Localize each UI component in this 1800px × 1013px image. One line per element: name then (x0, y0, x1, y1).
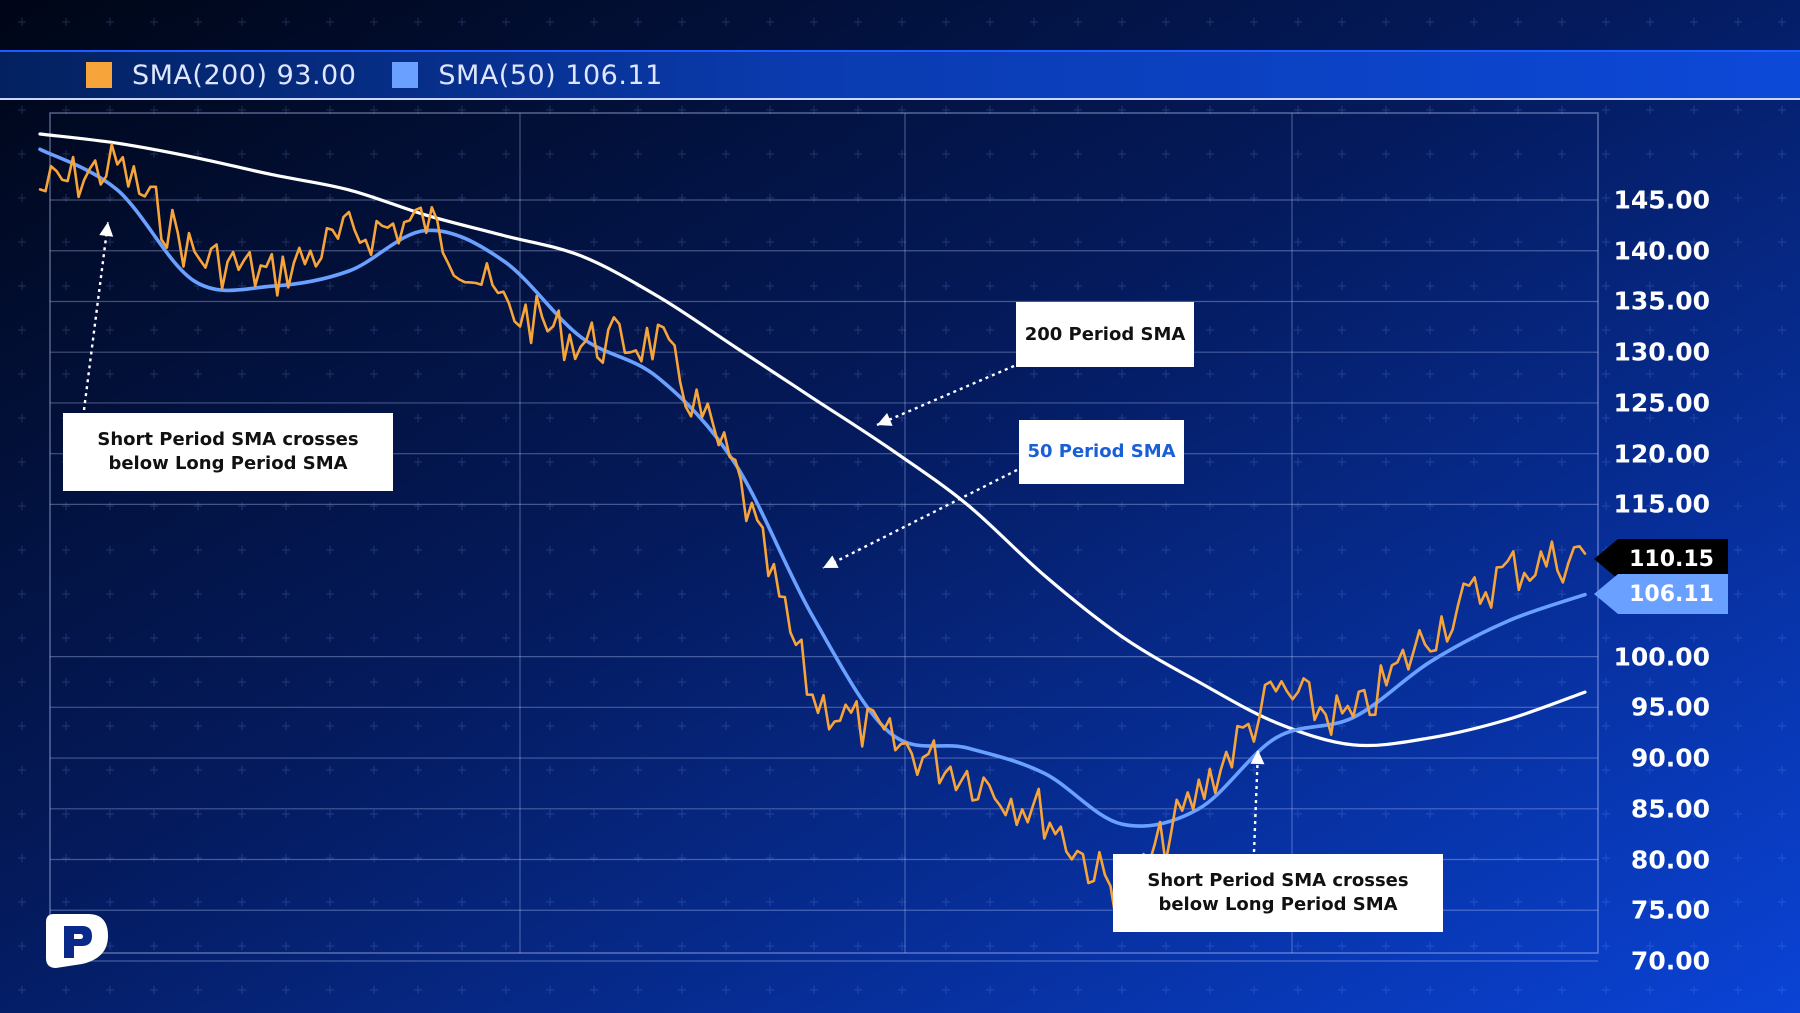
callout-sma200-text: 200 Period SMA (1024, 323, 1186, 345)
y-tick-label: 100.00 (1613, 642, 1710, 672)
callout-left-cross-text: Short Period SMA crosses below Long Peri… (97, 429, 359, 474)
callout-sma200: 200 Period SMA (1016, 302, 1194, 367)
y-tick-label: 90.00 (1630, 743, 1710, 773)
y-tick-label: 145.00 (1613, 185, 1710, 215)
legend-item-sma50: SMA(50) 106.11 (392, 60, 662, 91)
arrowhead (1250, 750, 1265, 765)
grid (50, 113, 1598, 962)
legend-swatch-sma200 (86, 62, 112, 88)
arrow-left-cross (82, 221, 114, 411)
arrow-sma200 (876, 364, 1015, 427)
callout-sma50: 50 Period SMA (1019, 420, 1184, 484)
y-tick-label: 115.00 (1613, 489, 1710, 519)
y-tick-label: 70.00 (1630, 946, 1710, 976)
arrow-right-cross (1250, 749, 1265, 853)
arrow-layer (82, 221, 1265, 853)
pepperstone-p-logo-icon (46, 914, 108, 968)
legend-label-sma50: SMA(50) 106.11 (438, 59, 663, 91)
sma50-line (38, 147, 1587, 828)
y-tick-label: 130.00 (1613, 337, 1710, 367)
series-layer (38, 132, 1587, 921)
sma200-line (38, 132, 1587, 748)
y-tick-label: 120.00 (1613, 439, 1710, 469)
legend-label-sma200: SMA(200) 93.00 (132, 59, 357, 91)
price-line (38, 143, 1587, 921)
legend-swatch-sma50 (392, 62, 419, 88)
price-tag-sma50-label: 106.11 (1629, 581, 1714, 607)
arrowhead (877, 413, 893, 426)
price-tag-last-label: 110.15 (1629, 546, 1714, 572)
legend-bar: SMA(200) 93.00 SMA(50) 106.11 (0, 50, 1800, 100)
arrow-sma50 (822, 468, 1018, 570)
y-tick-label: 75.00 (1630, 895, 1710, 925)
callout-right-cross: Short Period SMA crosses below Long Peri… (1113, 854, 1443, 932)
callout-left-cross: Short Period SMA crosses below Long Peri… (63, 413, 393, 491)
y-tick-label: 125.00 (1613, 388, 1710, 418)
callout-sma50-text: 50 Period SMA (1027, 441, 1176, 462)
y-tick-label: 135.00 (1613, 286, 1710, 316)
legend-item-sma200: SMA(200) 93.00 (86, 60, 356, 91)
callout-right-cross-text: Short Period SMA crosses below Long Peri… (1147, 870, 1409, 915)
price-tag-last: 110.15 (1594, 539, 1728, 579)
arrowhead (99, 222, 114, 237)
y-tick-label: 80.00 (1630, 845, 1710, 875)
y-tick-label: 140.00 (1613, 236, 1710, 266)
y-tick-label: 95.00 (1630, 692, 1710, 722)
arrowhead (823, 555, 839, 568)
y-tick-label: 85.00 (1630, 794, 1710, 824)
plot-frame (49, 112, 1599, 954)
price-tag-sma50: 106.11 (1594, 574, 1728, 614)
